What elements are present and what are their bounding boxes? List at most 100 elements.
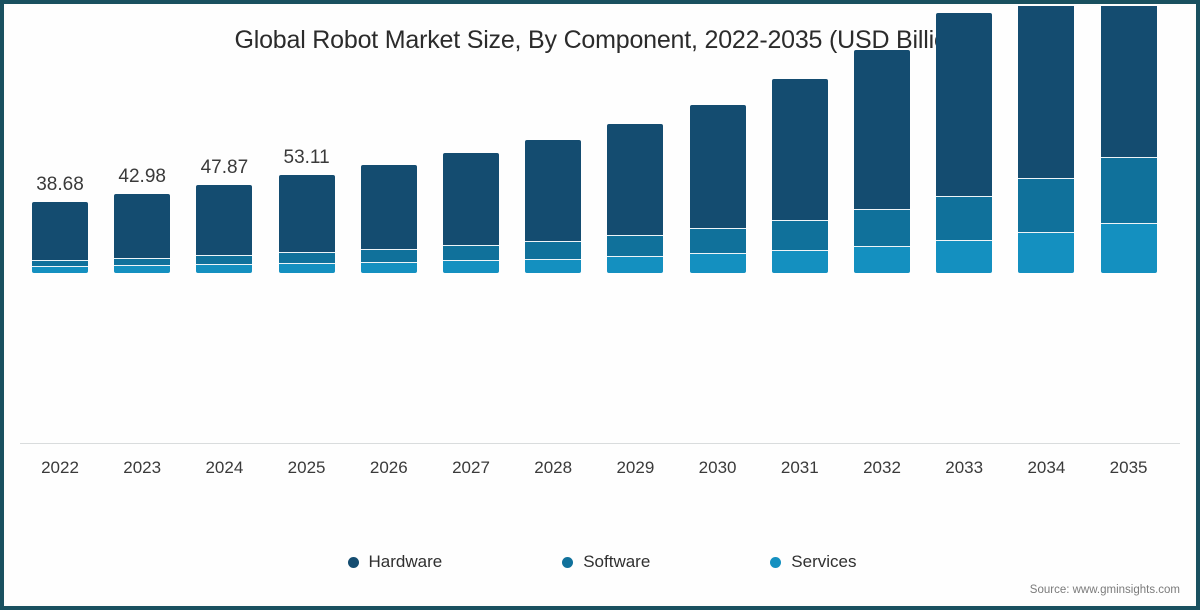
bar-segment-services[interactable]: [278, 263, 335, 273]
legend-label: Hardware: [368, 552, 443, 571]
x-axis-tick-label: 2034: [1027, 458, 1066, 477]
legend-label: Services: [791, 552, 857, 571]
bar-segment-hardware[interactable]: [854, 49, 910, 210]
bar-group[interactable]: 47.87: [196, 157, 253, 273]
bar-stack[interactable]: [1100, 6, 1157, 273]
bar-stack[interactable]: [278, 175, 335, 273]
bar-group[interactable]: [689, 104, 746, 273]
x-axis-tick-label: 2029: [616, 458, 655, 477]
bar-stack[interactable]: [607, 123, 664, 273]
bar-group[interactable]: [360, 164, 417, 273]
bar-segment-software[interactable]: [360, 248, 417, 262]
bar-value-label: 47.87: [200, 156, 249, 178]
bar-segment-services[interactable]: [689, 253, 746, 273]
bar-segment-software[interactable]: [196, 254, 253, 265]
x-axis-tick-label: 2035: [1109, 458, 1148, 477]
bar-value-label: 38.68: [36, 173, 84, 195]
bar-segment-hardware[interactable]: [278, 175, 335, 252]
bar-group[interactable]: [607, 123, 664, 273]
bar-stack[interactable]: [32, 201, 88, 273]
bar-group[interactable]: 38.68: [32, 174, 88, 273]
bar-segment-software[interactable]: [854, 209, 910, 246]
bar-segment-hardware[interactable]: [936, 12, 993, 196]
bar-group[interactable]: [1018, 6, 1075, 273]
bar-group[interactable]: [1100, 6, 1157, 273]
bar-segment-software[interactable]: [278, 251, 335, 264]
bar-stack[interactable]: [936, 12, 993, 273]
legend-label: Software: [583, 552, 651, 571]
bar-segment-services[interactable]: [32, 266, 88, 273]
bar-segment-hardware[interactable]: [1100, 6, 1157, 157]
bar-segment-hardware[interactable]: [360, 164, 417, 249]
x-axis-tick-label: 2022: [41, 458, 79, 477]
bar-segment-hardware[interactable]: [32, 201, 88, 260]
source-note: Source: www.gminsights.com: [1029, 584, 1180, 596]
legend-marker-circle-icon: [770, 556, 782, 568]
bar-segment-services[interactable]: [771, 249, 828, 273]
bar-value-label: 42.98: [118, 165, 166, 187]
x-axis-tick-label: 2030: [698, 458, 737, 477]
bar-group[interactable]: 42.98: [114, 166, 171, 273]
bar-stack[interactable]: [196, 184, 253, 273]
bar-stack[interactable]: [689, 104, 746, 273]
bar-stack[interactable]: [114, 193, 171, 273]
bar-group[interactable]: [525, 140, 582, 273]
legend-item-software[interactable]: Software: [562, 552, 650, 572]
bar-segment-software[interactable]: [525, 240, 582, 259]
bar-group[interactable]: [936, 12, 993, 273]
legend-item-hardware[interactable]: Hardware: [347, 552, 443, 572]
bar-segment-hardware[interactable]: [689, 104, 746, 229]
bar-group[interactable]: [854, 49, 910, 273]
bar-segment-hardware[interactable]: [196, 184, 253, 255]
bar-stack[interactable]: [854, 49, 910, 273]
bar-segment-hardware[interactable]: [114, 193, 171, 258]
bar-segment-services[interactable]: [1018, 232, 1075, 273]
x-axis-tick-label: 2033: [945, 458, 984, 477]
bar-group[interactable]: [443, 153, 499, 273]
bar-segment-software[interactable]: [1100, 156, 1157, 224]
bar-segment-hardware[interactable]: [607, 123, 664, 235]
bar-group[interactable]: [771, 79, 828, 273]
bar-segment-software[interactable]: [607, 234, 664, 257]
bar-stack[interactable]: [771, 79, 828, 273]
bar-segment-software[interactable]: [114, 257, 171, 266]
x-axis-tick-label: 2025: [287, 458, 326, 477]
bar-segment-services[interactable]: [854, 245, 910, 273]
x-axis-tick-label: 2028: [534, 458, 573, 477]
x-axis-line: [20, 443, 1180, 444]
bar-segment-services[interactable]: [114, 265, 171, 273]
bar-segment-services[interactable]: [607, 256, 664, 273]
bar-value-label: 53.11: [283, 147, 330, 169]
bar-segment-software[interactable]: [689, 228, 746, 254]
x-axis-tick-label: 2031: [780, 458, 819, 477]
legend-marker-circle-icon: [562, 556, 574, 568]
bar-segment-services[interactable]: [360, 261, 417, 273]
bar-segment-services[interactable]: [936, 239, 993, 273]
bar-stack[interactable]: [443, 153, 499, 273]
bar-stack[interactable]: [360, 164, 417, 273]
bar-segment-hardware[interactable]: [1018, 6, 1075, 179]
bar-segment-software[interactable]: [936, 195, 993, 240]
plot-area: 38.68 2022 42.98 2023 47.87 2024 53.11 2025 2026…: [6, 6, 1194, 477]
bar-segment-software[interactable]: [771, 219, 828, 250]
bar-segment-services[interactable]: [443, 260, 499, 273]
chart-canvas: Global Robot Market Size, By Component, …: [6, 6, 1194, 604]
bar-segment-software[interactable]: [32, 259, 88, 267]
x-axis-tick-label: 2027: [452, 458, 490, 477]
bar-segment-hardware[interactable]: [525, 140, 582, 241]
bar-segment-hardware[interactable]: [443, 153, 499, 245]
bar-segment-services[interactable]: [525, 258, 582, 273]
bar-segment-services[interactable]: [196, 264, 253, 273]
bar-stack[interactable]: [525, 140, 582, 273]
x-axis-tick-label: 2026: [369, 458, 408, 477]
bar-segment-services[interactable]: [1100, 223, 1157, 273]
legend-item-services[interactable]: Services: [770, 552, 856, 572]
bar-segment-software[interactable]: [443, 244, 499, 261]
chart-title: Global Robot Market Size, By Component, …: [234, 26, 970, 54]
bar-segment-software[interactable]: [1018, 178, 1075, 233]
bar-stack[interactable]: [1018, 6, 1075, 273]
bar-segment-hardware[interactable]: [771, 79, 828, 220]
x-axis-tick-label: 2023: [123, 458, 162, 477]
bar-group[interactable]: 53.11: [278, 147, 335, 273]
